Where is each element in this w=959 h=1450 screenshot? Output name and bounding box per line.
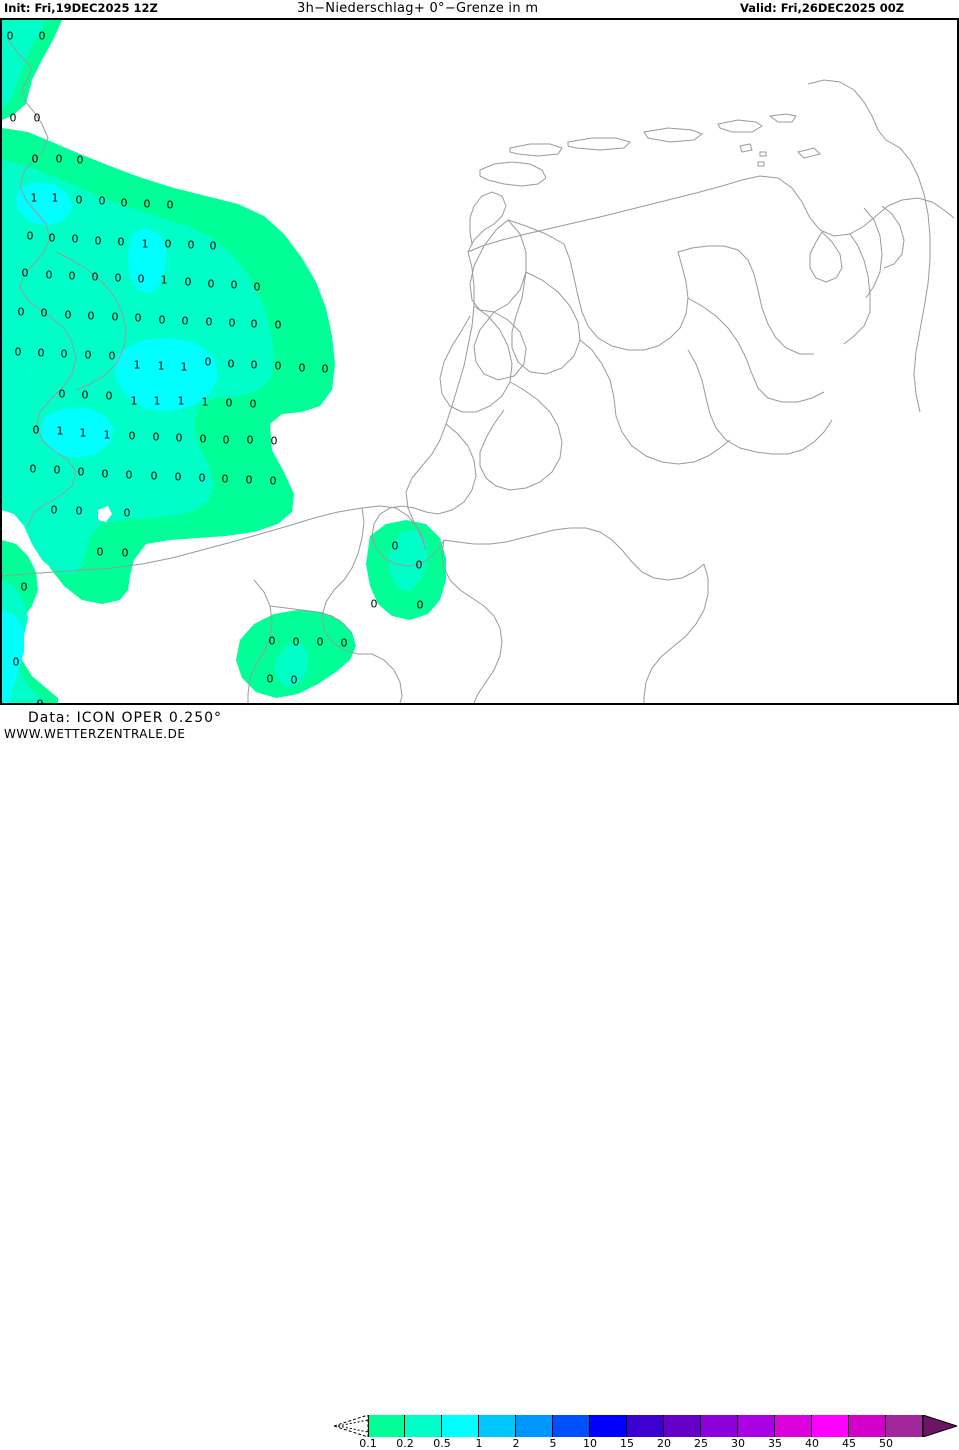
colorbar-tick-label: 10	[583, 1437, 597, 1450]
island-small-1	[739, 143, 753, 153]
dike-afsluitdijk	[507, 219, 565, 245]
coastline-layer	[2, 39, 955, 703]
map-header: Init: Fri,19DEC2025 12Z 3h−Niederschlag+…	[0, 0, 959, 18]
coast-ems-river	[863, 207, 883, 299]
island-small-2	[759, 151, 767, 157]
border-overijssel	[687, 349, 833, 455]
colorbar-trace-swatch-icon	[334, 1415, 368, 1437]
colorbar-segment[interactable]	[479, 1415, 516, 1437]
coast-dollard	[809, 231, 843, 283]
colorbar-overflow-arrow-icon	[923, 1415, 957, 1437]
border-belgium-internal-1	[321, 507, 372, 655]
colorbar-tick-label: 1	[475, 1437, 483, 1450]
init-time-label: Init: Fri,19DEC2025 12Z	[4, 1, 158, 15]
border-drenthe	[687, 297, 825, 403]
map-graphics	[2, 20, 955, 703]
colorbar-segment[interactable]	[553, 1415, 590, 1437]
island-rottumeroog	[768, 113, 797, 123]
coast-nl-denhelder	[467, 191, 507, 253]
precip-band-0.5-core-mid	[128, 228, 166, 294]
coast-nl-west	[405, 251, 475, 551]
colorbar-tick-label: 50	[879, 1437, 893, 1450]
colorbar-tick-label: 45	[842, 1437, 856, 1450]
colorbar-segment[interactable]	[701, 1415, 738, 1437]
border-belgium-internal-4	[269, 605, 353, 635]
precip-band-0.5-notch	[98, 506, 112, 522]
colorbar-tick-label: 2	[512, 1437, 520, 1450]
colorbar-segment[interactable]	[886, 1415, 923, 1437]
precip-band-0.2-nw	[2, 20, 46, 108]
coast-germany-ems	[843, 233, 871, 345]
precip-fill-layer-05	[2, 182, 218, 703]
colorbar-segment[interactable]	[368, 1415, 405, 1437]
colorbar-tick-label: 25	[694, 1437, 708, 1450]
colorbar-tick-label: 0.2	[396, 1437, 414, 1450]
colorbar-tick-label: 0.5	[433, 1437, 451, 1450]
border-be-nl-south	[441, 539, 503, 703]
precip-band-0.2-belgium-east	[388, 530, 428, 592]
colorbar-segment[interactable]	[442, 1415, 479, 1437]
colorbar-segment[interactable]	[516, 1415, 553, 1437]
colorbar-segments[interactable]	[368, 1415, 923, 1437]
colorbar-segment[interactable]	[775, 1415, 812, 1437]
coast-nl-north	[467, 175, 955, 253]
map-footer: Data: ICON OPER 0.250° WWW.WETTERZENTRAL…	[0, 705, 959, 1450]
border-zeeland	[371, 505, 445, 567]
island-schiermonnikoog	[717, 119, 763, 133]
precip-band-0.5-core-north	[16, 182, 72, 226]
colorbar-segment[interactable]	[590, 1415, 627, 1437]
precip-fill-layer-02	[2, 20, 428, 703]
island-small-3	[757, 161, 765, 167]
border-friesland	[563, 243, 689, 351]
border-zuid-holland	[425, 423, 477, 515]
colorbar-segment[interactable]	[664, 1415, 701, 1437]
colorbar-segment[interactable]	[812, 1415, 849, 1437]
island-terschelling	[567, 137, 631, 151]
colorbar-segment[interactable]	[627, 1415, 664, 1437]
precip-band-0.5-core-center	[114, 338, 218, 412]
precip-band-0.5-core-west	[40, 408, 114, 458]
map-title: 3h−Niederschlag+ 0°−Grenze in m	[297, 1, 539, 16]
coast-germany-coastline	[885, 139, 931, 413]
border-nh-utrecht	[439, 305, 513, 413]
coast-germany-north-tip	[807, 79, 887, 141]
colorbar-tick-label: 5	[549, 1437, 557, 1450]
border-belgium-internal-2	[371, 653, 403, 703]
precip-band-0.5-core-sw	[2, 610, 24, 703]
precip-band-0.2-belgium-west	[274, 642, 308, 688]
valid-time-label: Valid: Fri,26DEC2025 00Z	[740, 1, 905, 15]
border-flevoland	[511, 271, 581, 375]
coast-france-north	[361, 505, 427, 551]
coast-uk-channel	[2, 507, 363, 577]
colorbar-tick-label: 40	[805, 1437, 819, 1450]
colorbar-tick-label: 0.1	[359, 1437, 377, 1450]
lake-markermeer	[473, 311, 527, 381]
colorbar-tick-label: 35	[768, 1437, 782, 1450]
coast-uk-east	[7, 39, 77, 527]
precip-colorbar[interactable]: 0.1 0.2 0.5 1 2 5 10 15 20 25 30 35 40 45 50	[334, 1415, 957, 1450]
colorbar-segment[interactable]	[405, 1415, 442, 1437]
website-label: WWW.WETTERZENTRALE.DE	[4, 727, 186, 741]
colorbar-segment[interactable]	[738, 1415, 775, 1437]
border-groningen	[677, 245, 814, 355]
colorbar-tick-label: 30	[731, 1437, 745, 1450]
border-belgium-internal-3	[247, 579, 273, 703]
island-small-4	[797, 147, 821, 159]
border-utrecht-south	[479, 381, 563, 491]
border-gelderland	[579, 339, 731, 465]
island-texel	[479, 161, 547, 187]
island-vlieland	[509, 143, 563, 157]
coast-uk-inner	[55, 251, 127, 391]
data-source-label: Data: ICON OPER 0.250°	[28, 710, 223, 726]
border-noord-brabant	[443, 527, 705, 581]
colorbar-segment[interactable]	[849, 1415, 886, 1437]
colorbar-tick-label: 15	[620, 1437, 634, 1450]
island-ameland	[643, 127, 704, 143]
coast-de-inlet	[881, 205, 905, 269]
lake-ijsselmeer	[469, 219, 527, 313]
colorbar-tick-label: 20	[657, 1437, 671, 1450]
border-limburg	[643, 563, 709, 703]
